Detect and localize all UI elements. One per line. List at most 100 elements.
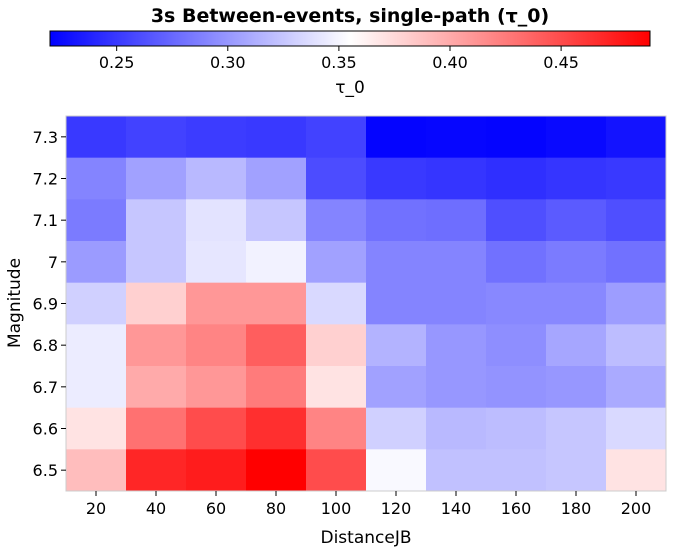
heatmap-cell <box>366 199 427 242</box>
heatmap-cell <box>306 116 367 159</box>
heatmap-cell <box>606 116 667 159</box>
heatmap-cell <box>606 407 667 450</box>
heatmap-cells <box>66 116 667 492</box>
heatmap-cell <box>186 407 247 450</box>
heatmap-cell <box>66 241 127 284</box>
heatmap-cell <box>306 199 367 242</box>
heatmap-cell <box>546 407 607 450</box>
heatmap-cell <box>306 366 367 409</box>
heatmap-cell <box>606 157 667 200</box>
heatmap-cell <box>66 282 127 325</box>
heatmap-cell <box>426 282 487 325</box>
colorbar-tick-label: 0.35 <box>321 53 357 72</box>
heatmap-cell <box>246 449 307 492</box>
x-tick-label: 60 <box>206 499 226 518</box>
heatmap-cell <box>486 241 547 284</box>
y-tick-label: 6.8 <box>33 336 58 355</box>
heatmap-cell <box>366 324 427 367</box>
x-tick-label: 120 <box>381 499 412 518</box>
heatmap-cell <box>486 449 547 492</box>
heatmap-cell <box>366 366 427 409</box>
y-tick-label: 7.3 <box>33 128 58 147</box>
heatmap-cell <box>486 199 547 242</box>
heatmap-cell <box>246 199 307 242</box>
heatmap-cell <box>306 449 367 492</box>
heatmap-cell <box>546 157 607 200</box>
heatmap-cell <box>66 449 127 492</box>
colorbar-tick-label: 0.30 <box>210 53 246 72</box>
heatmap-cell <box>246 366 307 409</box>
heatmap-cell <box>126 199 187 242</box>
heatmap-cell <box>66 157 127 200</box>
heatmap-cell <box>66 407 127 450</box>
heatmap-cell <box>546 366 607 409</box>
colorbar-label: τ_0 <box>335 78 365 98</box>
heatmap-cell <box>126 407 187 450</box>
heatmap-cell <box>126 241 187 284</box>
heatmap-cell <box>246 241 307 284</box>
x-tick-label: 40 <box>146 499 166 518</box>
heatmap-cell <box>486 116 547 159</box>
y-axis-ticks: 7.3 7.2 7.1 7 6.9 6.8 6.7 6.6 6.5 <box>33 128 66 480</box>
heatmap-cell <box>366 407 427 450</box>
heatmap-cell <box>426 324 487 367</box>
heatmap-cell <box>366 157 427 200</box>
colorbar-gradient <box>49 30 651 47</box>
heatmap-cell <box>186 157 247 200</box>
heatmap-cell <box>126 116 187 159</box>
x-tick-label: 200 <box>621 499 652 518</box>
heatmap-cell <box>306 282 367 325</box>
heatmap-cell <box>186 324 247 367</box>
heatmap-cell <box>546 241 607 284</box>
heatmap-cell <box>366 241 427 284</box>
heatmap-cell <box>246 407 307 450</box>
heatmap-cell <box>66 199 127 242</box>
heatmap-cell <box>546 449 607 492</box>
y-tick-label: 6.9 <box>33 295 58 314</box>
heatmap-cell <box>186 449 247 492</box>
y-tick-label: 6.7 <box>33 378 58 397</box>
colorbar: 0.25 0.30 0.35 0.40 0.45 τ_0 <box>49 30 651 98</box>
heatmap-cell <box>426 199 487 242</box>
heatmap-cell <box>426 449 487 492</box>
heatmap-cell <box>486 324 547 367</box>
heatmap-cell <box>186 282 247 325</box>
y-tick-label: 7.2 <box>33 170 58 189</box>
heatmap-cell <box>486 157 547 200</box>
heatmap-cell <box>306 241 367 284</box>
colorbar-tick-label: 0.40 <box>432 53 468 72</box>
chart-title: 3s Between-events, single-path (τ_0) <box>151 5 549 27</box>
x-tick-label: 140 <box>441 499 472 518</box>
heatmap-cell <box>126 282 187 325</box>
colorbar-ticks: 0.25 0.30 0.35 0.40 0.45 <box>99 46 579 72</box>
heatmap-cell <box>486 282 547 325</box>
heatmap-cell <box>306 324 367 367</box>
heatmap-cell <box>186 366 247 409</box>
heatmap-cell <box>126 324 187 367</box>
y-axis-label: Magnitude <box>5 258 25 348</box>
heatmap-cell <box>366 116 427 159</box>
heatmap-cell <box>486 366 547 409</box>
x-tick-label: 20 <box>86 499 106 518</box>
heatmap-cell <box>426 241 487 284</box>
heatmap-cell <box>66 324 127 367</box>
heatmap-cell <box>366 449 427 492</box>
heatmap-cell <box>606 241 667 284</box>
heatmap-cell <box>606 449 667 492</box>
heatmap-cell <box>546 324 607 367</box>
x-tick-label: 180 <box>561 499 592 518</box>
heatmap-cell <box>606 282 667 325</box>
heatmap-cell <box>426 116 487 159</box>
heatmap-cell <box>606 324 667 367</box>
heatmap-cell <box>66 366 127 409</box>
heatmap-cell <box>246 324 307 367</box>
heatmap-cell <box>546 282 607 325</box>
heatmap-cell <box>306 407 367 450</box>
colorbar-tick-label: 0.45 <box>543 53 579 72</box>
x-axis-label: DistanceJB <box>320 528 411 548</box>
colorbar-tick-label: 0.25 <box>99 53 135 72</box>
heatmap-cell <box>246 282 307 325</box>
heatmap-cell <box>426 407 487 450</box>
heatmap-cell <box>546 199 607 242</box>
